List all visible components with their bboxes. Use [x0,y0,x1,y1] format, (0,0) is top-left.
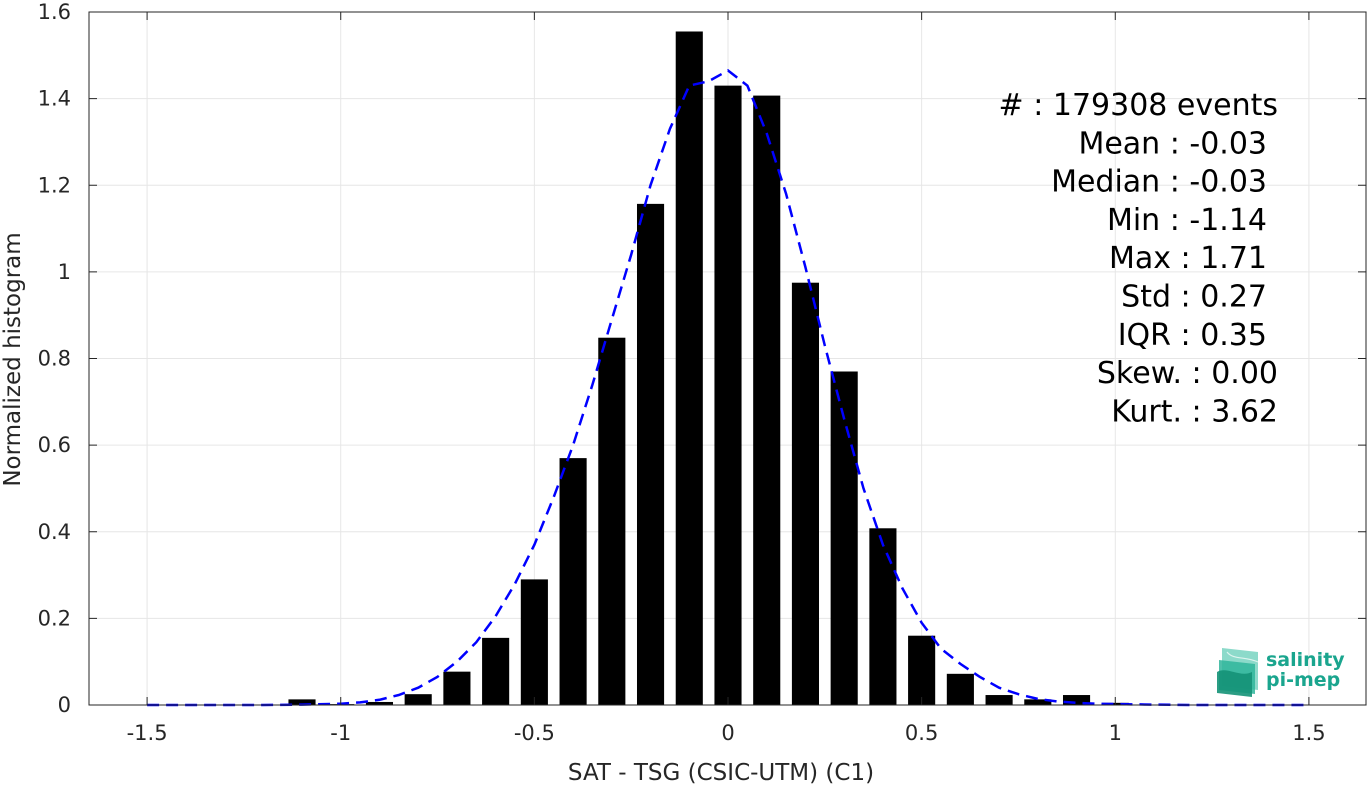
y-tick-label: 0.4 [38,520,71,544]
stat-line: Min : -1.14 [1107,203,1267,238]
x-tick-label: 1.5 [1292,721,1325,745]
logo-text-line2: pi-mep [1266,669,1340,691]
x-tick-label: 0.5 [905,721,938,745]
histogram-bar [830,371,858,705]
stat-line: IQR : 0.35 [1118,318,1267,353]
histogram-bar [365,701,394,705]
x-tick-label: 0 [721,721,734,745]
x-tick-label: -0.5 [514,721,555,745]
axis-ticks [89,11,1366,706]
y-tick-label: 0.8 [38,347,71,371]
histogram-bar [520,579,548,705]
logo-wave-icon [1217,648,1259,697]
stat-line: Skew. : 0.00 [1097,356,1278,391]
stat-line: Median : -0.03 [1051,165,1267,200]
fit-curve [147,69,1309,707]
stat-line: Kurt. : 3.62 [1111,394,1278,429]
histogram-bar [598,337,626,705]
histogram-bar [869,528,897,705]
histogram-bar [714,85,742,706]
histogram-bar [985,695,1013,705]
histogram-bar [1024,699,1052,705]
histogram-bar [443,671,471,705]
histogram-bar [675,31,703,706]
histogram-bar [908,635,936,705]
stat-line: Std : 0.27 [1121,280,1267,315]
histogram-bar [753,95,781,705]
histogram-bar [1062,695,1091,705]
histogram-bars [288,31,1129,706]
y-axis-label: Normalized histogram [0,232,26,486]
y-tick-label: 1.2 [38,173,71,197]
y-tick-label: 0 [58,693,71,717]
y-tick-label: 1.4 [38,87,71,111]
histogram-bar [288,699,316,705]
y-tick-label: 1.6 [38,0,71,24]
histogram-bar [791,282,820,705]
histogram-bar [404,694,432,705]
histogram-bar [946,673,974,705]
stat-line: Mean : -0.03 [1078,126,1267,161]
histogram-bar [559,458,587,705]
logo-text-line1: salinity [1266,649,1345,671]
x-tick-label: -1 [330,721,351,745]
y-tick-label: 0.2 [38,606,71,630]
y-tick-label: 1 [58,260,71,284]
y-tick-label: 0.6 [38,433,71,457]
stat-line: Max : 1.71 [1109,241,1267,276]
histogram-bar [636,203,665,705]
x-tick-label: 1 [1109,721,1122,745]
x-axis-label: SAT - TSG (CSIC-UTM) (C1) [568,760,874,785]
salinity-pi-mep-logo: salinity pi-mep [1217,648,1345,697]
x-tick-label: -1.5 [127,721,168,745]
histogram-bar [482,637,510,705]
tick-labels: -1.5 -1 -0.5 0 0.5 1 1.5 0 0.2 0.4 0.6 0.8 1 1.2 1.4 1.… [38,0,1326,745]
stat-line: # : 179308 events [999,88,1278,123]
